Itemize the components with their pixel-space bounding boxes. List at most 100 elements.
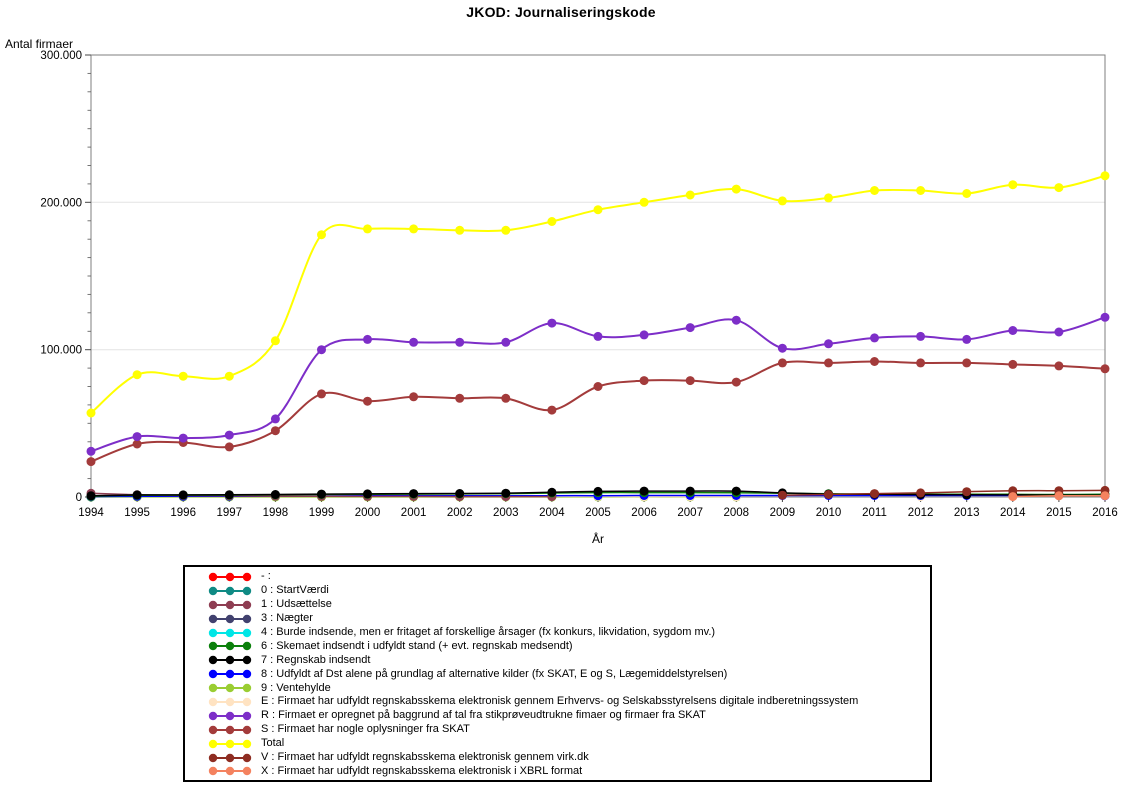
x-tick-label: 1995 bbox=[124, 507, 150, 519]
legend-label: Total bbox=[261, 737, 285, 750]
legend-item-1: 1 : Udsættelse bbox=[207, 598, 930, 612]
series-marker-Total bbox=[1054, 183, 1064, 193]
series-marker-S bbox=[270, 426, 280, 436]
series-marker-R bbox=[455, 337, 465, 347]
series-marker-S bbox=[455, 393, 465, 403]
legend-label: R : Firmaet er opregnet på baggrund af t… bbox=[261, 709, 706, 722]
series-marker-7 bbox=[547, 487, 557, 497]
x-tick-label: 2008 bbox=[724, 507, 750, 519]
legend-item-V: V : Firmaet har udfyldt regnskabsskema e… bbox=[207, 751, 930, 765]
series-marker-Total bbox=[501, 225, 511, 235]
series-marker-R bbox=[363, 334, 372, 344]
series-marker-R bbox=[685, 323, 695, 333]
legend-item-8: 8 : Udfyldt af Dst alene på grundlag af … bbox=[207, 667, 930, 681]
series-marker-Total bbox=[455, 225, 465, 235]
series-marker-S bbox=[731, 377, 741, 387]
legend-label: 9 : Ventehylde bbox=[261, 681, 331, 694]
legend-item-0: 0 : StartVærdi bbox=[207, 584, 930, 598]
series-marker-R bbox=[731, 315, 741, 325]
series-marker-R bbox=[547, 318, 557, 328]
series-marker-V bbox=[962, 487, 972, 497]
series-marker-S bbox=[501, 393, 511, 403]
series-line-S bbox=[90, 360, 1106, 463]
legend-item-E: E : Firmaet har udfyldt regnskabsskema e… bbox=[207, 695, 930, 709]
series-marker-7 bbox=[455, 489, 465, 498]
series-marker-7 bbox=[685, 486, 695, 496]
legend-marker-4 bbox=[208, 628, 252, 637]
x-tick-label: 2006 bbox=[631, 507, 657, 519]
series-marker-S bbox=[363, 396, 372, 406]
series-marker-Total bbox=[593, 205, 603, 215]
series-marker-R bbox=[593, 331, 603, 341]
series-marker-7 bbox=[501, 488, 511, 498]
x-tick-label: 2007 bbox=[677, 507, 703, 519]
series-marker-V bbox=[824, 490, 833, 499]
series-marker-Total bbox=[178, 371, 188, 381]
legend-label: 6 : Skemaet indsendt i udfyldt stand (+ … bbox=[261, 639, 573, 652]
y-tick-label: 100.000 bbox=[40, 345, 82, 357]
plot-frame bbox=[90, 54, 1106, 498]
chart-title: JKOD: Journaliseringskode bbox=[466, 4, 656, 20]
legend-item-9: 9 : Ventehylde bbox=[207, 681, 930, 695]
legend-item-X: X : Firmaet har udfyldt regnskabsskema e… bbox=[207, 764, 930, 778]
series-marker-S bbox=[639, 376, 649, 386]
legend-item-3: 3 : Nægter bbox=[207, 612, 930, 626]
series-marker-R bbox=[962, 334, 972, 344]
legend-label: S : Firmaet har nogle oplysninger fra SK… bbox=[261, 723, 470, 736]
legend-item-6: 6 : Skemaet indsendt i udfyldt stand (+ … bbox=[207, 639, 930, 653]
series-marker-R bbox=[1100, 312, 1110, 322]
x-tick-label: 2009 bbox=[770, 507, 796, 519]
series-marker-Total bbox=[132, 370, 142, 380]
series-marker-7 bbox=[132, 490, 142, 500]
series-marker-7 bbox=[224, 490, 234, 500]
series-marker-V bbox=[916, 488, 926, 498]
x-tick-label: 1994 bbox=[78, 507, 104, 519]
series-marker-7 bbox=[639, 486, 649, 496]
legend-marker-X bbox=[208, 767, 252, 776]
line-chart-plot-area: 0 100.000 200.000 300.000 1994 1995 1996 1997 19… bbox=[40, 50, 1117, 519]
series-marker-Total bbox=[224, 371, 234, 381]
series-marker-S bbox=[224, 442, 234, 452]
series-marker-7 bbox=[317, 489, 326, 499]
series-marker-S bbox=[916, 358, 926, 368]
x-tick-label: 2013 bbox=[954, 507, 980, 519]
x-tick-label: 2000 bbox=[355, 507, 381, 519]
chart-legend: - :0 : StartVærdi 1 : Udsættelse 3 : Nægte… bbox=[183, 565, 932, 782]
y-axis-title: Antal firmaer bbox=[5, 37, 74, 51]
series-marker-X bbox=[1008, 492, 1018, 502]
series-marker-Total bbox=[916, 186, 926, 195]
series-marker-R bbox=[916, 331, 926, 341]
x-tick-label: 2005 bbox=[585, 507, 611, 519]
series-marker-V bbox=[777, 490, 787, 500]
series-marker-7 bbox=[731, 486, 741, 496]
x-tick-label: 2004 bbox=[539, 507, 565, 519]
legend-marker-S bbox=[208, 725, 252, 734]
legend-item-4: 4 : Burde indsende, men er fritaget af f… bbox=[207, 626, 930, 640]
y-tick-label: 0 bbox=[76, 492, 82, 504]
series-marker-Total bbox=[270, 336, 280, 346]
legend-marker-7 bbox=[208, 656, 252, 665]
x-tick-label: 2002 bbox=[447, 507, 473, 519]
series-marker-Total bbox=[685, 190, 695, 200]
legend-label: E : Firmaet har udfyldt regnskabsskema e… bbox=[261, 695, 859, 708]
legend-marker-8 bbox=[208, 669, 252, 679]
series-marker-7 bbox=[363, 489, 372, 499]
series-marker-7 bbox=[270, 490, 280, 499]
series-marker-S bbox=[870, 357, 879, 366]
series-marker-Total bbox=[1008, 180, 1018, 190]
series-marker-R bbox=[317, 345, 326, 355]
x-tick-label: 2001 bbox=[401, 507, 427, 519]
legend-item-S: S : Firmaet har nogle oplysninger fra SK… bbox=[207, 723, 930, 737]
series-marker-R bbox=[1008, 326, 1018, 335]
x-tick-label: 1996 bbox=[170, 507, 196, 519]
legend-label: 3 : Nægter bbox=[261, 612, 313, 625]
series-marker-Total bbox=[363, 224, 372, 234]
legend-marker-E bbox=[208, 697, 252, 707]
series-marker-R bbox=[824, 339, 833, 349]
x-tick-label: 1999 bbox=[309, 507, 335, 519]
y-tick-label: 300.000 bbox=[40, 50, 82, 62]
series-marker-R bbox=[178, 433, 188, 443]
legend-label: V : Firmaet har udfyldt regnskabsskema e… bbox=[261, 751, 589, 764]
series-marker-S bbox=[593, 382, 603, 391]
